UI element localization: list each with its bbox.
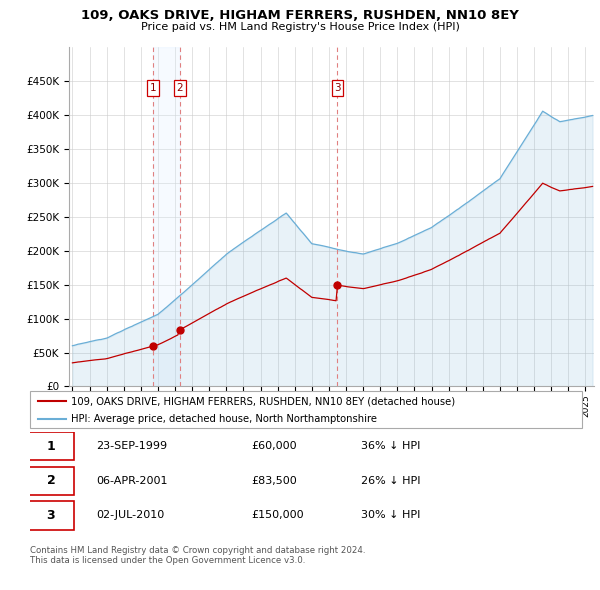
FancyBboxPatch shape <box>27 467 74 495</box>
Text: 109, OAKS DRIVE, HIGHAM FERRERS, RUSHDEN, NN10 8EY: 109, OAKS DRIVE, HIGHAM FERRERS, RUSHDEN… <box>81 9 519 22</box>
Text: 3: 3 <box>47 509 55 522</box>
Text: HPI: Average price, detached house, North Northamptonshire: HPI: Average price, detached house, Nort… <box>71 414 377 424</box>
Text: 3: 3 <box>334 83 341 93</box>
Text: 23-SEP-1999: 23-SEP-1999 <box>96 441 167 451</box>
Text: 26% ↓ HPI: 26% ↓ HPI <box>361 476 421 486</box>
Text: 02-JUL-2010: 02-JUL-2010 <box>96 510 164 520</box>
Text: 2: 2 <box>176 83 183 93</box>
FancyBboxPatch shape <box>30 391 582 428</box>
Text: £83,500: £83,500 <box>251 476 296 486</box>
Text: 36% ↓ HPI: 36% ↓ HPI <box>361 441 421 451</box>
Text: Contains HM Land Registry data © Crown copyright and database right 2024.
This d: Contains HM Land Registry data © Crown c… <box>30 546 365 565</box>
Text: 2: 2 <box>47 474 55 487</box>
FancyBboxPatch shape <box>27 501 74 530</box>
Text: £60,000: £60,000 <box>251 441 296 451</box>
FancyBboxPatch shape <box>27 432 74 460</box>
Text: £150,000: £150,000 <box>251 510 304 520</box>
Text: 109, OAKS DRIVE, HIGHAM FERRERS, RUSHDEN, NN10 8EY (detached house): 109, OAKS DRIVE, HIGHAM FERRERS, RUSHDEN… <box>71 396 455 407</box>
Text: 1: 1 <box>47 440 55 453</box>
Text: 1: 1 <box>150 83 157 93</box>
Text: 30% ↓ HPI: 30% ↓ HPI <box>361 510 421 520</box>
Text: Price paid vs. HM Land Registry's House Price Index (HPI): Price paid vs. HM Land Registry's House … <box>140 22 460 32</box>
Bar <box>154 47 179 386</box>
Text: 06-APR-2001: 06-APR-2001 <box>96 476 168 486</box>
